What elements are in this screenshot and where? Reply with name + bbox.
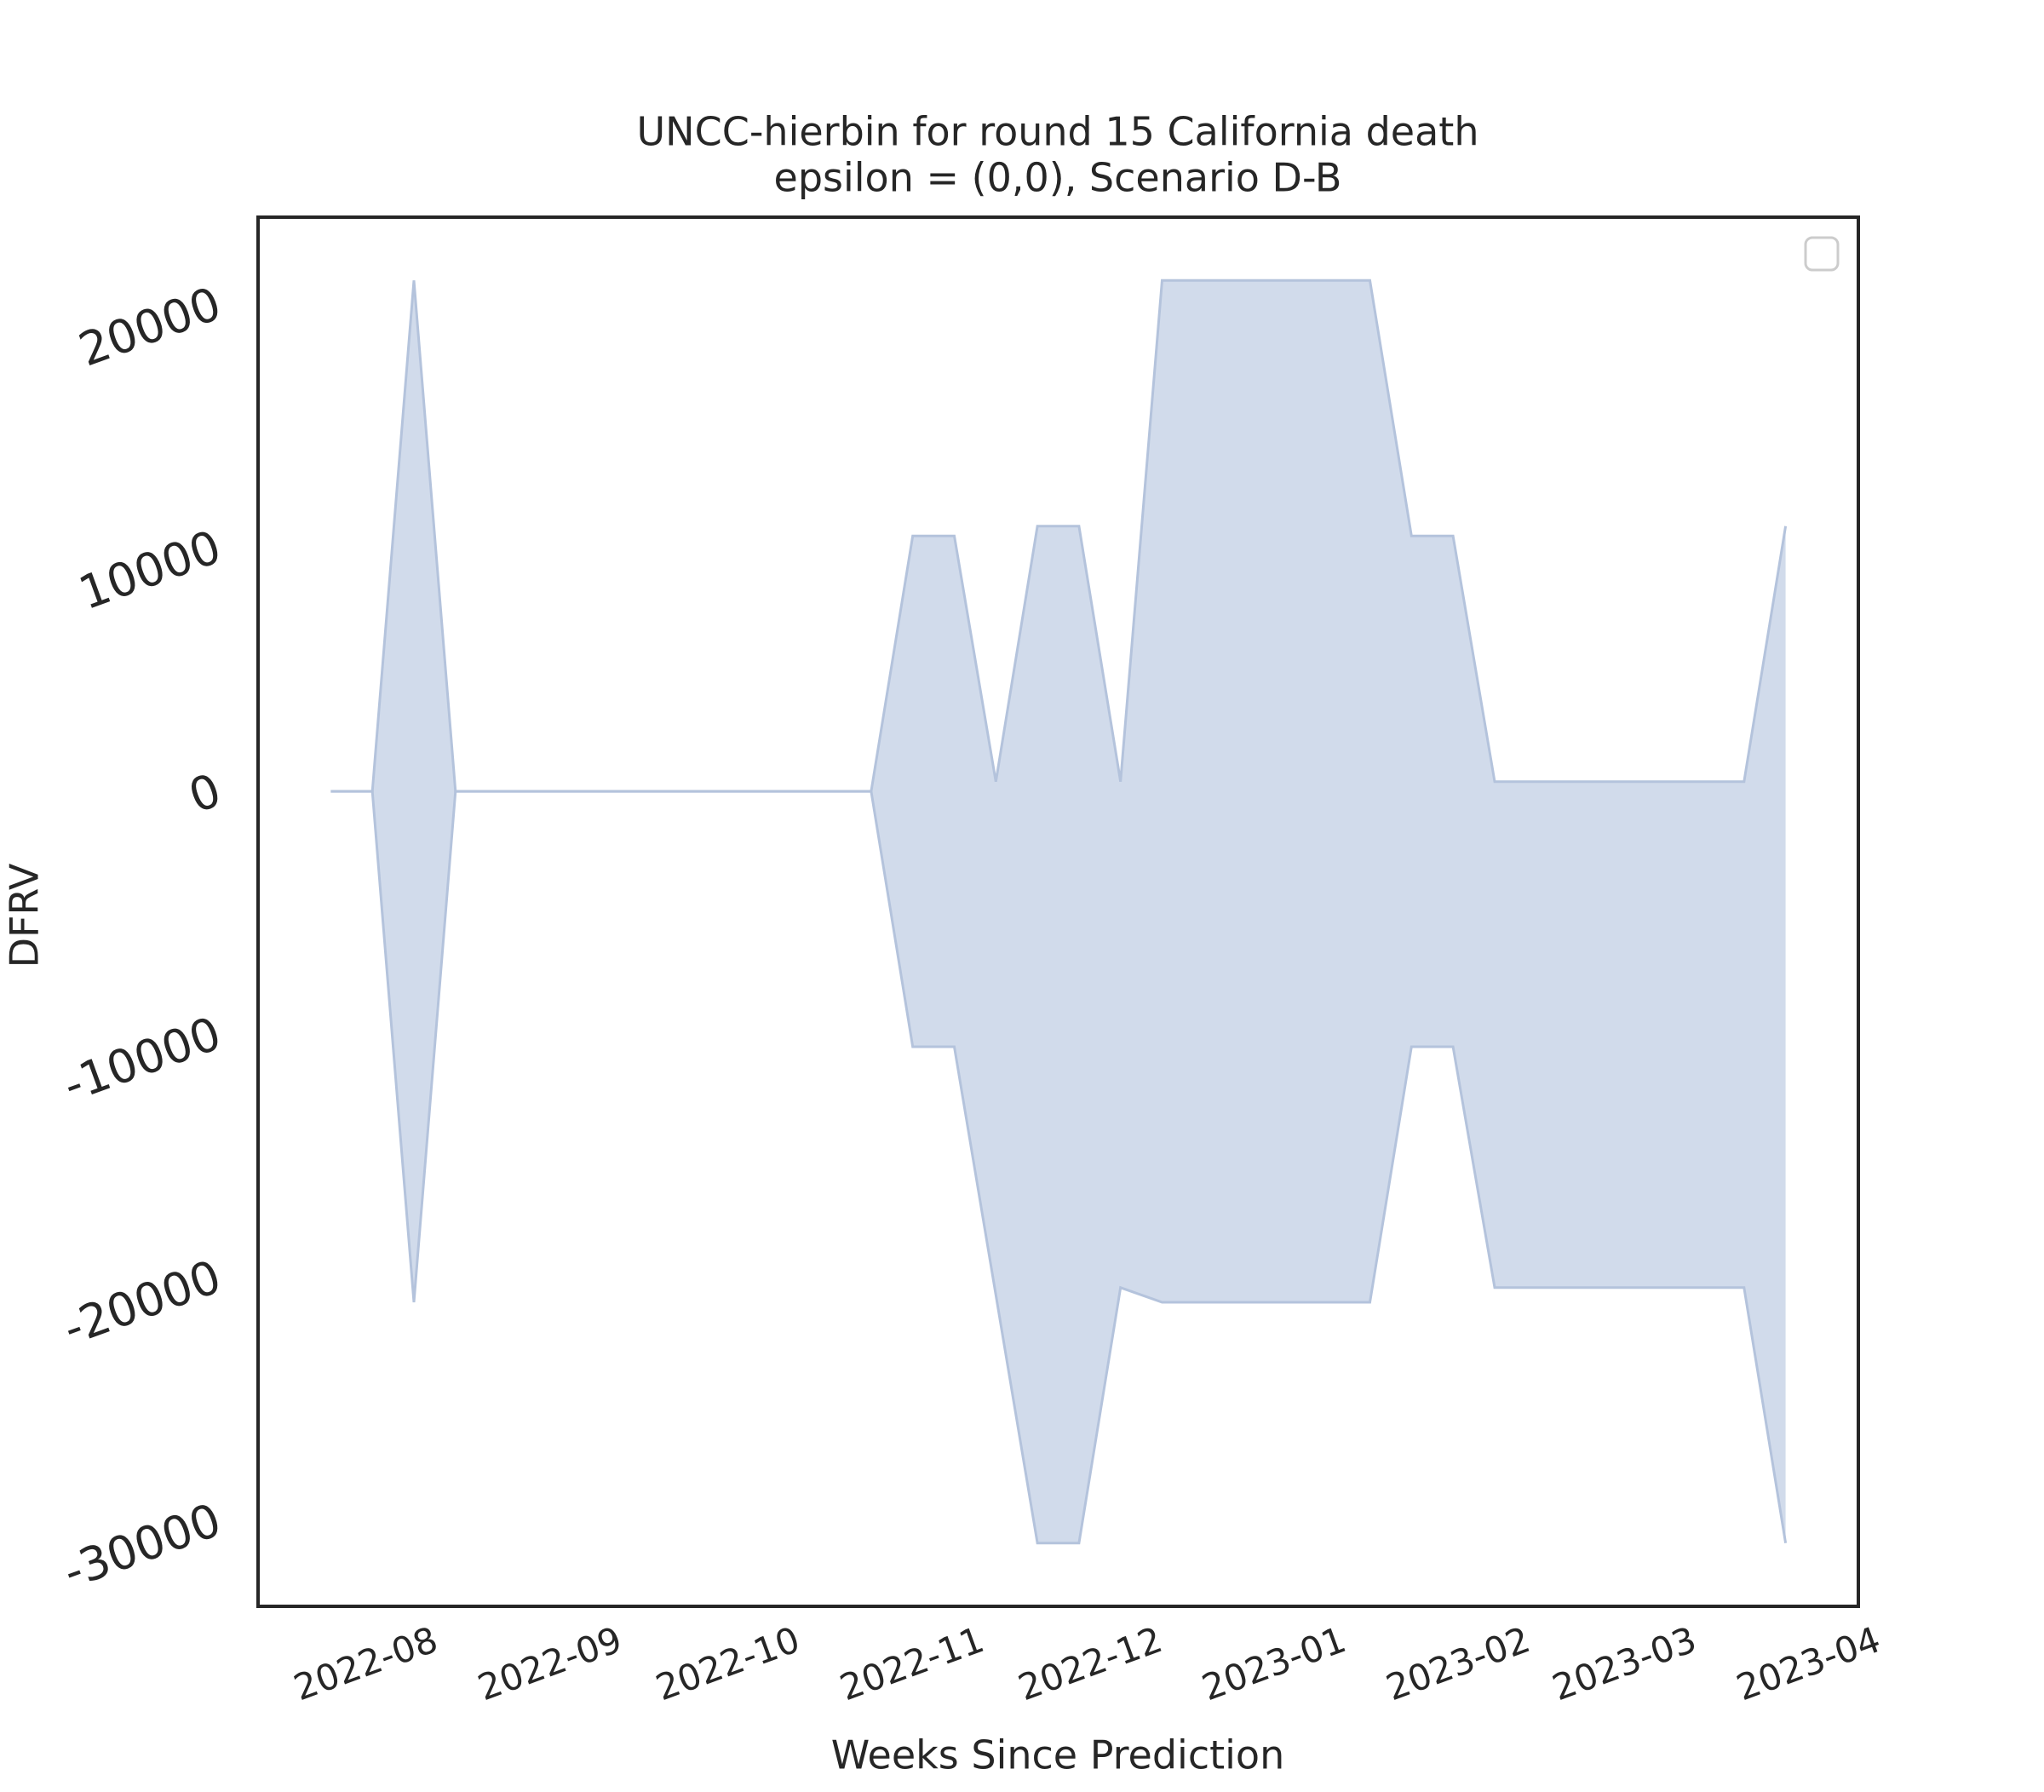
x-tick-label: 2023-04 (1731, 1618, 1886, 1709)
x-tick-label: 2022-08 (289, 1618, 444, 1709)
x-tick-label: 2023-02 (1381, 1618, 1536, 1709)
x-axis-label: Weeks Since Prediction (831, 1732, 1284, 1778)
x-tick-label: 2023-03 (1547, 1618, 1702, 1709)
x-tick-label: 2023-01 (1197, 1618, 1352, 1709)
chart-subtitle: epsilon = (0,0), Scenario D-B (774, 155, 1342, 201)
lower-edge (330, 790, 1788, 1545)
x-tick-label: 2022-11 (835, 1618, 990, 1709)
y-tick-label: 10000 (72, 520, 227, 620)
band-fill (330, 280, 1786, 1543)
x-tick-label: 2022-12 (1013, 1618, 1168, 1709)
y-tick-label: -20000 (56, 1249, 227, 1356)
chart-title: UNCC-hierbin for round 15 California dea… (637, 109, 1479, 155)
y-tick-label: 20000 (72, 277, 227, 377)
x-tick-label: 2022-10 (651, 1618, 806, 1709)
y-tick-label: 0 (182, 763, 228, 824)
y-tick-label: -30000 (56, 1493, 227, 1600)
x-tick-label: 2022-09 (473, 1618, 628, 1709)
legend-box (1804, 236, 1840, 272)
y-axis-label: DFRV (2, 863, 48, 968)
y-tick-label: -10000 (56, 1007, 227, 1113)
plot-frame (256, 215, 1860, 1608)
